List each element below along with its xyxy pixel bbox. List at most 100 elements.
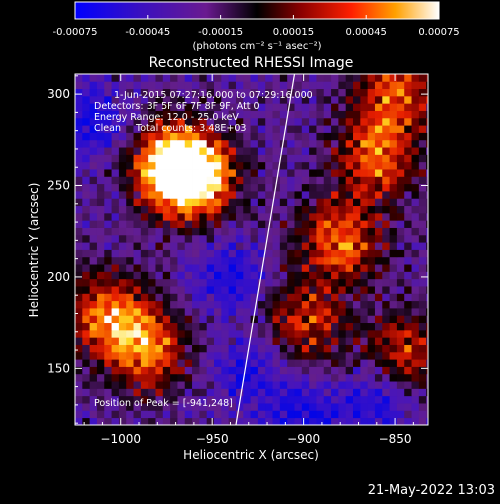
heatmap-cell: [294, 183, 303, 192]
heatmap-cell: [192, 176, 200, 185]
heatmap-cell: [272, 256, 281, 265]
heatmap-cell: [360, 315, 369, 324]
heatmap-cell: [206, 388, 215, 397]
heatmap-cell: [199, 359, 208, 367]
heatmap-cell: [221, 373, 230, 382]
heatmap-cell: [228, 139, 237, 148]
heatmap-cell: [184, 359, 193, 367]
heatmap-cell: [353, 351, 361, 360]
heatmap-cell: [272, 308, 281, 316]
colorbar-tick-label: 0.00075: [418, 27, 459, 38]
heatmap-cell: [353, 337, 361, 345]
heatmap-cell: [345, 103, 354, 111]
heatmap-cell: [111, 388, 120, 397]
heatmap-cell: [426, 81, 428, 90]
heatmap-cell: [177, 278, 186, 287]
heatmap-cell: [133, 351, 142, 360]
heatmap-cell: [104, 417, 112, 425]
heatmap-cell: [75, 212, 83, 221]
heatmap-cell: [426, 183, 428, 192]
heatmap-cell: [316, 74, 325, 82]
heatmap-cell: [374, 381, 383, 389]
heatmap-cell: [396, 183, 405, 192]
heatmap-cell: [126, 329, 134, 338]
heatmap-cell: [104, 366, 112, 375]
heatmap-cell: [96, 395, 105, 404]
heatmap-cell: [360, 344, 369, 353]
heatmap-cell: [418, 212, 427, 221]
heatmap-cell: [228, 183, 237, 192]
heatmap-cell: [206, 220, 215, 228]
heatmap-cell: [301, 337, 310, 345]
heatmap-cell: [96, 308, 105, 316]
heatmap-cell: [353, 322, 361, 331]
heatmap-cell: [250, 183, 259, 192]
heatmap-cell: [411, 395, 420, 404]
heatmap-cell: [170, 395, 178, 404]
heatmap-cell: [199, 256, 208, 265]
heatmap-cell: [418, 395, 427, 404]
heatmap-cell: [214, 381, 222, 389]
heatmap-cell: [345, 95, 354, 104]
heatmap-cell: [162, 103, 171, 111]
heatmap-cell: [155, 81, 164, 90]
heatmap-cell: [140, 198, 149, 207]
heatmap-cell: [221, 205, 230, 214]
heatmap-cell: [228, 417, 237, 425]
heatmap-cell: [96, 242, 105, 250]
heatmap-cell: [257, 139, 266, 148]
heatmap-cell: [367, 95, 376, 104]
heatmap-cell: [418, 410, 427, 419]
heatmap-cell: [75, 183, 83, 192]
heatmap-cell: [192, 344, 200, 353]
heatmap-cell: [82, 205, 91, 214]
heatmap-cell: [162, 227, 171, 236]
heatmap-cell: [221, 212, 230, 221]
heatmap-cell: [140, 161, 149, 170]
heatmap-cell: [360, 205, 369, 214]
heatmap-cell: [243, 315, 251, 324]
heatmap-cell: [192, 403, 200, 411]
heatmap-cell: [177, 147, 186, 155]
heatmap-cell: [257, 300, 266, 309]
heatmap-cell: [382, 359, 390, 367]
heatmap-cell: [272, 183, 281, 192]
heatmap-cell: [374, 198, 383, 207]
heatmap-cell: [111, 381, 120, 389]
heatmap-cell: [396, 74, 405, 82]
heatmap-cell: [221, 286, 230, 294]
heatmap-cell: [235, 191, 244, 199]
heatmap-cell: [111, 161, 120, 170]
heatmap-cell: [243, 176, 251, 185]
heatmap-cell: [345, 300, 354, 309]
heatmap-cell: [140, 271, 149, 280]
heatmap-cell: [367, 366, 376, 375]
heatmap-cell: [396, 337, 405, 345]
heatmap-cell: [396, 139, 405, 148]
heatmap-cell: [287, 329, 295, 338]
heatmap-cell: [184, 139, 193, 148]
heatmap-cell: [192, 359, 200, 367]
heatmap-cell: [360, 293, 369, 302]
heatmap-cell: [75, 293, 83, 302]
heatmap-cell: [331, 81, 339, 90]
heatmap-cell: [382, 373, 390, 382]
heatmap-cell: [243, 417, 251, 425]
heatmap-cell: [89, 147, 98, 155]
heatmap-cell: [75, 147, 83, 155]
heatmap-cell: [316, 139, 325, 148]
heatmap-cell: [426, 88, 428, 97]
heatmap-cell: [206, 322, 215, 331]
heatmap-cell: [96, 322, 105, 331]
heatmap-cell: [250, 74, 259, 82]
heatmap-cell: [206, 315, 215, 324]
heatmap-cell: [118, 271, 127, 280]
heatmap-cell: [279, 322, 288, 331]
heatmap-cell: [250, 88, 259, 97]
heatmap-cell: [177, 88, 186, 97]
heatmap-cell: [235, 88, 244, 97]
heatmap-cell: [148, 205, 156, 214]
heatmap-cell: [243, 88, 251, 97]
heatmap-cell: [221, 410, 230, 419]
heatmap-cell: [235, 103, 244, 111]
